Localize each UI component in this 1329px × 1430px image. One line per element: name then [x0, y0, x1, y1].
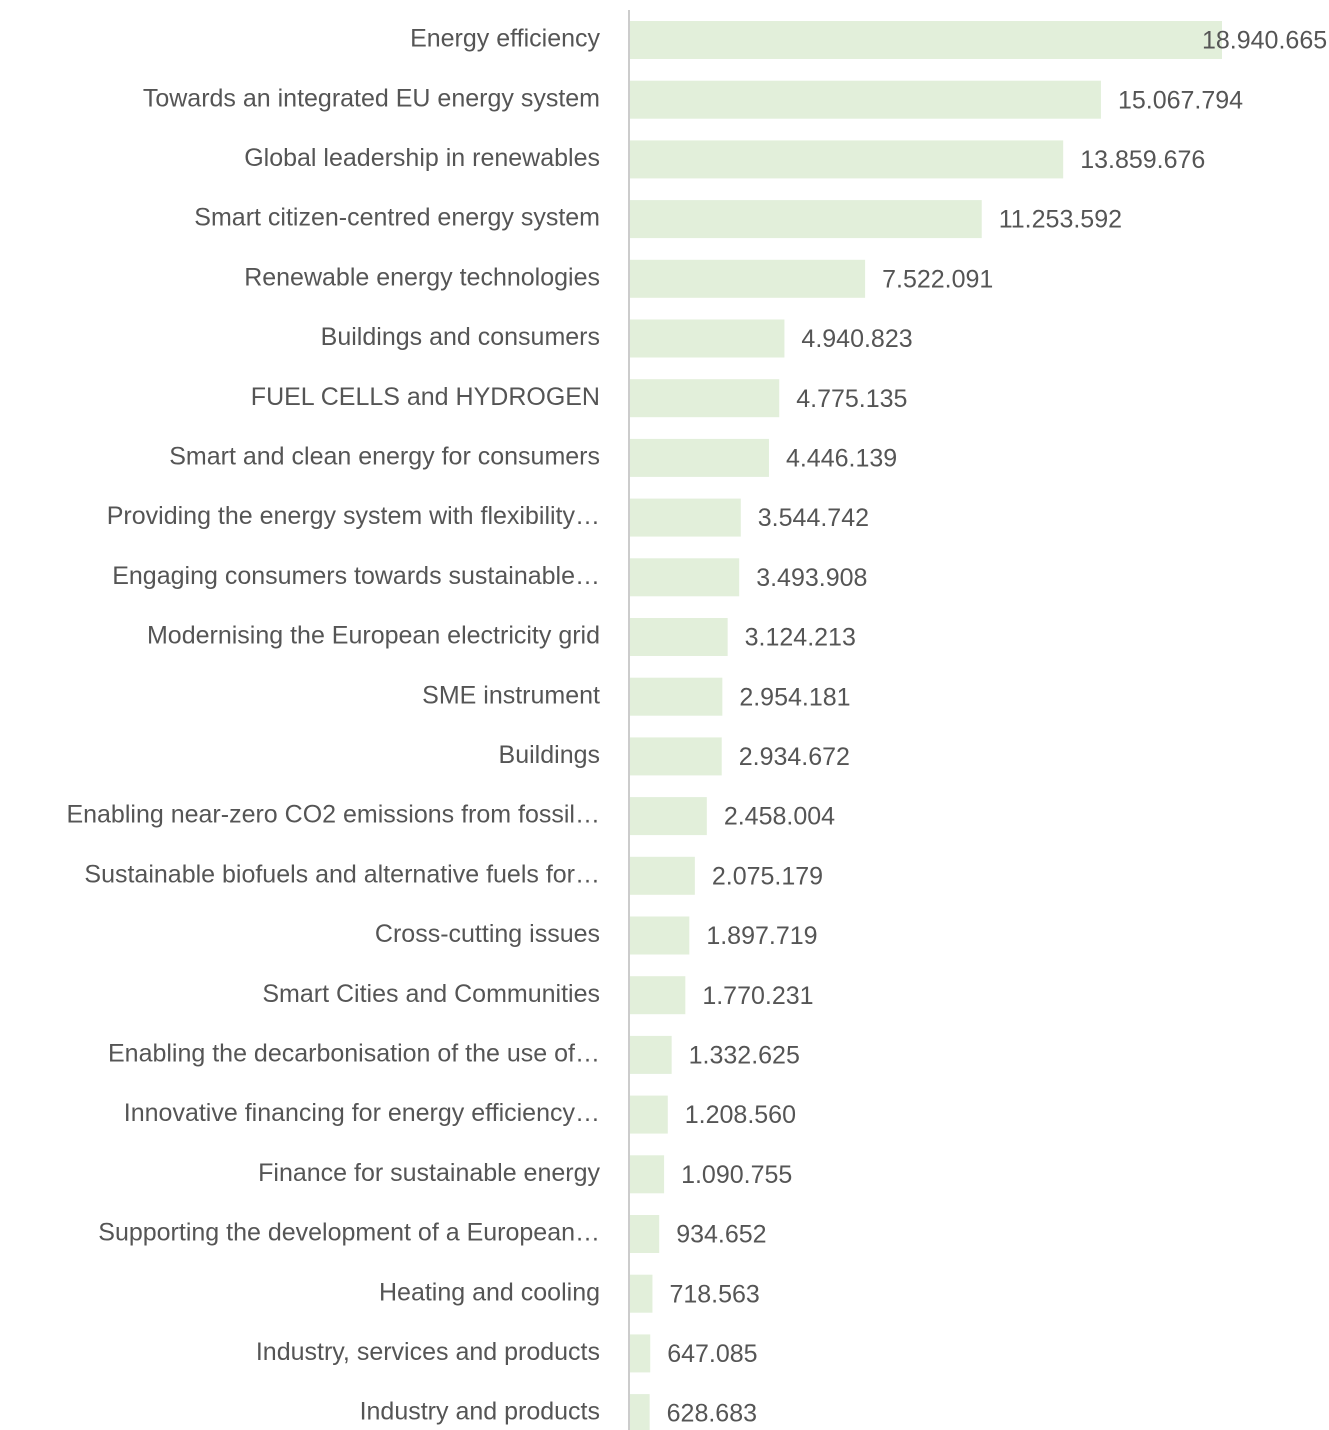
bar: [630, 1155, 665, 1194]
category-label: Finance for sustainable energy: [258, 1159, 600, 1187]
bar: [630, 558, 740, 597]
category-label: FUEL CELLS and HYDROGEN: [251, 383, 600, 411]
value-label: 2.954.181: [739, 683, 850, 711]
value-label: 647.085: [667, 1340, 757, 1368]
value-label: 4.446.139: [786, 445, 897, 473]
value-label: 4.940.823: [801, 325, 912, 353]
bar: [630, 1394, 650, 1430]
value-label: 3.544.742: [758, 504, 869, 532]
category-label: Energy efficiency: [410, 25, 600, 53]
category-label: Towards an integrated EU energy system: [143, 84, 600, 112]
value-label: 1.208.560: [685, 1101, 796, 1129]
value-label: 1.770.231: [702, 982, 813, 1010]
category-label: Industry, services and products: [256, 1338, 600, 1366]
bar: [630, 1035, 672, 1074]
bar: [630, 80, 1101, 119]
value-label: 628.683: [667, 1400, 757, 1428]
bar: [630, 498, 741, 537]
category-label: Smart and clean energy for consumers: [169, 443, 600, 471]
bar: [630, 1095, 668, 1134]
value-label: 13.859.676: [1080, 146, 1205, 174]
value-label: 1.090.755: [681, 1161, 792, 1189]
value-label: 934.652: [676, 1221, 766, 1249]
bar: [630, 200, 982, 239]
category-label: Smart Cities and Communities: [262, 980, 600, 1008]
bar: [630, 677, 723, 716]
category-label: Buildings and consumers: [321, 323, 600, 351]
category-label: Buildings: [499, 741, 600, 769]
bar: [630, 1274, 653, 1313]
bar: [630, 438, 769, 477]
bar: [630, 797, 707, 836]
value-label: 2.458.004: [724, 803, 835, 831]
bar: [630, 737, 722, 776]
bar: [630, 21, 1222, 59]
value-label: 2.934.672: [739, 743, 850, 771]
bar: [630, 140, 1064, 179]
value-label: 3.493.908: [756, 564, 867, 592]
bar: [630, 856, 695, 895]
bar: [630, 319, 785, 358]
category-label: Renewable energy technologies: [244, 263, 600, 291]
value-label: 18.940.665: [1202, 27, 1327, 55]
category-label: Sustainable biofuels and alternative fue…: [84, 860, 600, 888]
category-label: SME instrument: [422, 681, 600, 709]
value-label: 2.075.179: [712, 862, 823, 890]
bar: [630, 1215, 660, 1253]
bar: [630, 618, 728, 656]
category-label: Enabling near-zero CO2 emissions from fo…: [66, 801, 600, 829]
value-label: 718.563: [669, 1280, 759, 1308]
value-label: 1.897.719: [706, 922, 817, 950]
bar: [630, 1334, 651, 1373]
category-label: Engaging consumers towards sustainable…: [112, 562, 600, 590]
category-label: Cross-cutting issues: [375, 920, 600, 948]
value-label: 7.522.091: [882, 265, 993, 293]
bar: [630, 379, 780, 418]
category-label: Supporting the development of a European…: [98, 1219, 600, 1247]
bar: [630, 976, 686, 1015]
category-label: Industry and products: [360, 1398, 600, 1426]
category-label: Modernising the European electricity gri…: [147, 622, 600, 650]
value-label: 1.332.625: [689, 1042, 800, 1070]
category-label: Enabling the decarbonisation of the use …: [108, 1040, 600, 1068]
bar: [630, 259, 866, 298]
value-label: 15.067.794: [1118, 86, 1243, 114]
category-label: Smart citizen-centred energy system: [194, 204, 600, 232]
value-label: 11.253.592: [999, 206, 1122, 234]
category-label: Providing the energy system with flexibi…: [107, 502, 600, 530]
category-label: Heating and cooling: [379, 1278, 600, 1306]
category-label: Global leadership in renewables: [244, 144, 600, 172]
bar: [630, 916, 690, 955]
value-label: 3.124.213: [745, 624, 856, 652]
value-label: 4.775.135: [796, 385, 907, 413]
category-label: Innovative financing for energy efficien…: [124, 1099, 600, 1127]
